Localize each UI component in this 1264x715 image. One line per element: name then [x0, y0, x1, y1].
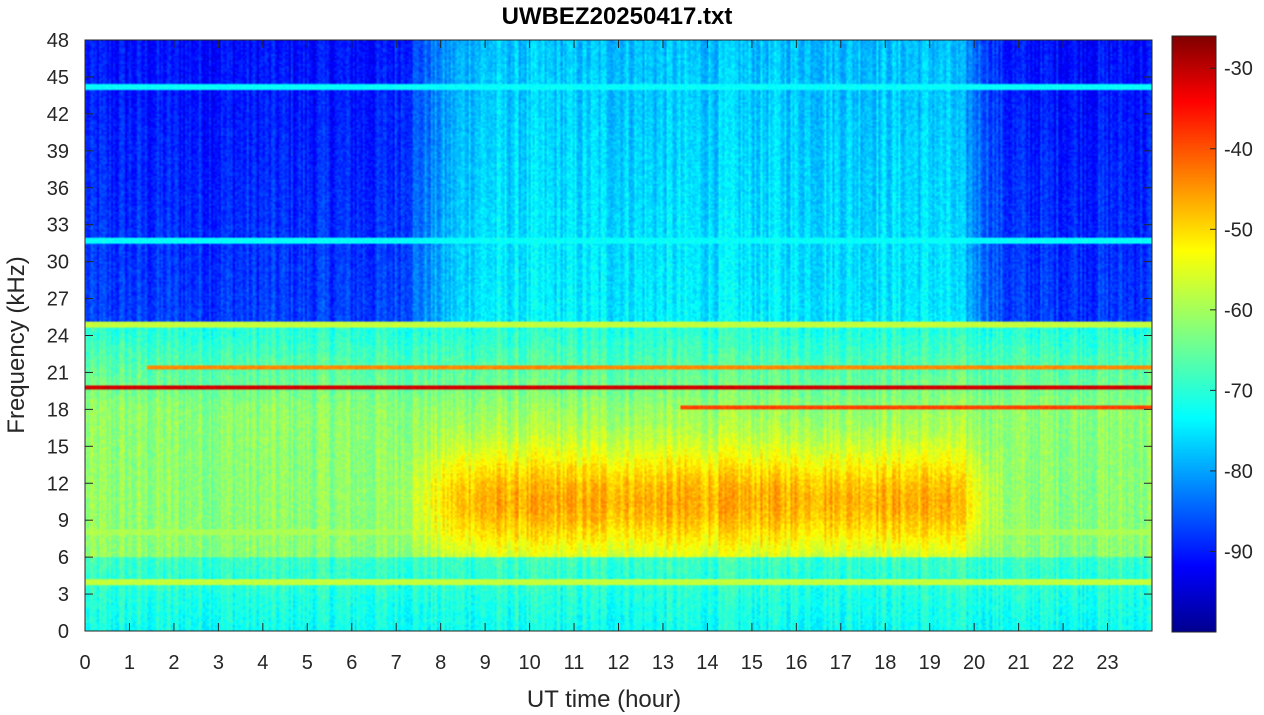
x-tick-label: 11 — [564, 652, 585, 674]
colorbar-tick-label: -40 — [1224, 139, 1253, 161]
colorbar-ticks: -90 -80 -70 -60 -50 -40 -30 — [1210, 58, 1253, 563]
colorbar-tick-label: -70 — [1224, 380, 1253, 402]
x-tick-label: 13 — [652, 652, 674, 674]
x-tick-label: 4 — [257, 652, 268, 674]
y-tick-label: 30 — [47, 252, 69, 274]
y-tick-label: 39 — [47, 141, 69, 163]
x-tick-label: 3 — [213, 652, 224, 674]
x-tick-label: 17 — [830, 652, 852, 674]
y-tick-label: 3 — [58, 584, 69, 606]
x-axis-label: UT time (hour) — [527, 686, 681, 713]
y-tick-label: 24 — [47, 326, 69, 348]
x-tick-label: 1 — [124, 652, 135, 674]
y-tick-label: 12 — [47, 473, 69, 495]
y-tick-label: 36 — [47, 178, 69, 200]
y-tick-label: 0 — [58, 621, 69, 643]
colorbar-tick-label: -50 — [1224, 219, 1253, 241]
x-tick-label: 8 — [435, 652, 446, 674]
x-tick-label: 23 — [1096, 652, 1118, 674]
x-tick-label: 12 — [607, 652, 629, 674]
x-tick-label: 18 — [874, 652, 896, 674]
colorbar — [1171, 35, 1217, 633]
x-axis: 0 1 2 3 4 5 6 7 8 9 10 11 12 13 14 15 16 17 18 19 20 21 22 23 — [79, 40, 1119, 674]
x-tick-label: 15 — [741, 652, 763, 674]
colorbar-tick-label: -90 — [1224, 541, 1253, 563]
y-tick-label: 27 — [47, 289, 69, 311]
x-tick-label: 19 — [919, 652, 941, 674]
x-tick-label: 9 — [480, 652, 491, 674]
x-tick-label: 5 — [302, 652, 313, 674]
x-tick-label: 21 — [1008, 652, 1030, 674]
colorbar-tick-label: -80 — [1224, 461, 1253, 483]
y-tick-label: 21 — [47, 362, 69, 384]
x-tick-label: 6 — [346, 652, 357, 674]
x-tick-label: 7 — [391, 652, 402, 674]
y-axis-label: Frequency (kHz) — [3, 256, 30, 433]
x-tick-label: 2 — [168, 652, 179, 674]
y-tick-label: 42 — [47, 104, 69, 126]
x-tick-label: 14 — [696, 652, 718, 674]
x-tick-label: 20 — [963, 652, 985, 674]
y-tick-label: 48 — [47, 30, 69, 52]
x-tick-label: 16 — [785, 652, 807, 674]
x-tick-label: 0 — [79, 652, 90, 674]
chart-title: UWBEZ20250417.txt — [502, 3, 733, 30]
colorbar-tick-label: -60 — [1224, 300, 1253, 322]
y-tick-label: 18 — [47, 399, 69, 421]
y-tick-label: 9 — [58, 510, 69, 532]
spectrogram-image — [85, 40, 1152, 631]
x-tick-label: 22 — [1052, 652, 1074, 674]
y-tick-label: 45 — [47, 67, 69, 89]
y-tick-label: 6 — [58, 547, 69, 569]
y-tick-label: 33 — [47, 215, 69, 237]
x-tick-label: 10 — [518, 652, 540, 674]
colorbar-tick-label: -30 — [1224, 58, 1253, 80]
y-tick-label: 15 — [47, 436, 69, 458]
